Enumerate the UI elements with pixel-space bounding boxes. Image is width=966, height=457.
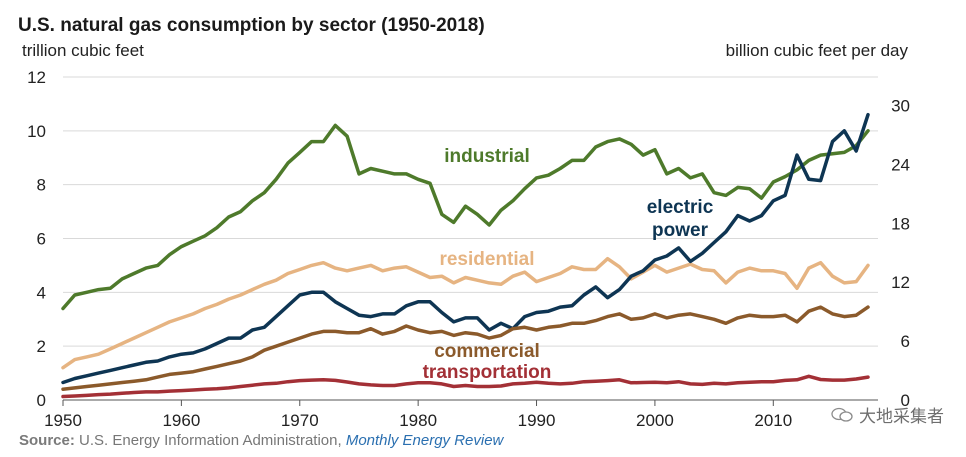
y2-tick-label: 6 — [901, 332, 910, 351]
y-tick-label: 0 — [37, 391, 46, 410]
y2-tick-label: 30 — [891, 96, 910, 115]
series-line-residential — [61, 256, 870, 370]
series-label-electric-power: power — [652, 220, 709, 241]
series-label-industrial: industrial — [444, 146, 530, 167]
series-label-transportation: transportation — [423, 362, 552, 383]
y2-tick-label: 18 — [891, 214, 910, 233]
y-tick-label: 6 — [37, 230, 46, 249]
x-tick-label: 2000 — [636, 411, 674, 430]
source-agency: U.S. Energy Information Administration, — [79, 432, 342, 449]
watermark: 大地采集者 — [831, 402, 944, 427]
series-label-commercial: commercial — [434, 341, 540, 362]
right-axis-unit-label: billion cubic feet per day — [725, 41, 908, 60]
series-line-commercial — [61, 305, 870, 391]
series-line-industrial — [61, 123, 870, 311]
x-tick-label: 1960 — [162, 411, 200, 430]
x-tick-label: 1980 — [399, 411, 437, 430]
y-tick-label: 4 — [37, 283, 46, 302]
x-tick-label: 1990 — [518, 411, 556, 430]
series-line-transportation — [61, 374, 870, 399]
y-tick-label: 12 — [27, 68, 46, 87]
series-label-residential: residential — [439, 249, 534, 270]
series-label-electric-power: electric — [647, 197, 714, 218]
chat-bubble-icon — [831, 407, 853, 422]
source-note: Source: U.S. Energy Information Administ… — [19, 432, 503, 449]
source-label: Source: — [19, 432, 75, 449]
series-line-electric-power — [61, 112, 870, 385]
y-tick-label: 10 — [27, 122, 46, 141]
y-tick-label: 8 — [37, 176, 46, 195]
x-tick-label: 1970 — [281, 411, 319, 430]
chart-title: U.S. natural gas consumption by sector (… — [18, 15, 485, 36]
watermark-text: 大地采集者 — [859, 407, 944, 426]
y2-tick-label: 0 — [901, 391, 910, 410]
source-publication-link[interactable]: Monthly Energy Review — [345, 432, 504, 449]
left-axis-unit-label: trillion cubic feet — [22, 41, 144, 60]
y2-tick-label: 12 — [891, 273, 910, 292]
y-tick-label: 2 — [37, 337, 46, 356]
x-tick-label: 2010 — [754, 411, 792, 430]
y2-tick-label: 24 — [891, 155, 910, 174]
x-tick-label: 1950 — [44, 411, 82, 430]
